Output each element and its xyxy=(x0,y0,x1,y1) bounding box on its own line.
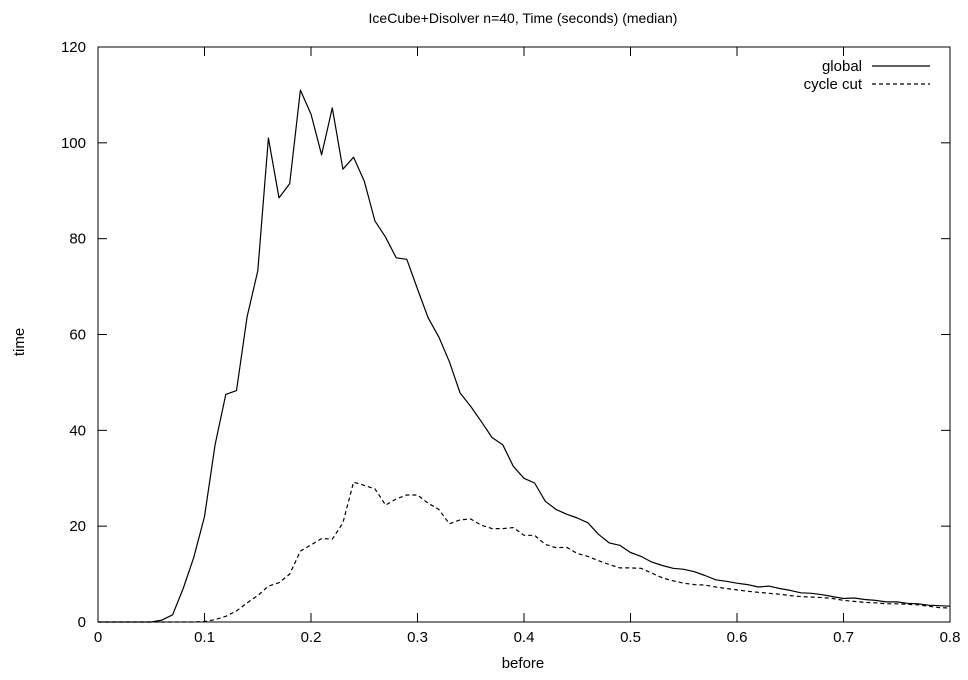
axis-tick-labels: 0 0.1 0.2 0.3 0.4 0.5 0.6 0.7 0.8 0 20 40 60 80 100 120 xyxy=(61,39,960,646)
x-tick-label: 0.2 xyxy=(301,629,322,646)
chart-title: IceCube+Disolver n=40, Time (seconds) (m… xyxy=(369,10,678,26)
x-tick-label: 0 xyxy=(94,629,102,646)
y-tick-label: 80 xyxy=(69,231,86,248)
x-tick-label: 0.8 xyxy=(940,629,961,646)
legend-label-global: global xyxy=(822,58,862,75)
y-tick-label: 20 xyxy=(69,518,86,535)
y-tick-label: 40 xyxy=(69,422,86,439)
series-lines xyxy=(98,89,951,623)
x-tick-label: 0.1 xyxy=(194,629,215,646)
y-tick-label: 60 xyxy=(69,327,86,344)
series-line-global xyxy=(98,89,951,623)
series-line-cycle-cut xyxy=(98,481,951,623)
x-tick-label: 0.3 xyxy=(407,629,428,646)
axis-ticks xyxy=(97,46,951,623)
x-axis-label: before xyxy=(502,655,545,672)
x-tick-label: 0.6 xyxy=(727,629,748,646)
x-tick-label: 0.4 xyxy=(514,629,535,646)
legend-label-cycle-cut: cycle cut xyxy=(804,76,863,93)
y-tick-label: 100 xyxy=(61,135,86,152)
x-tick-label: 0.7 xyxy=(833,629,854,646)
legend: global cycle cut xyxy=(804,58,930,93)
y-axis-label: time xyxy=(11,328,28,356)
y-tick-label: 120 xyxy=(61,39,86,56)
y-tick-label: 0 xyxy=(78,614,86,631)
x-tick-label: 0.5 xyxy=(620,629,641,646)
